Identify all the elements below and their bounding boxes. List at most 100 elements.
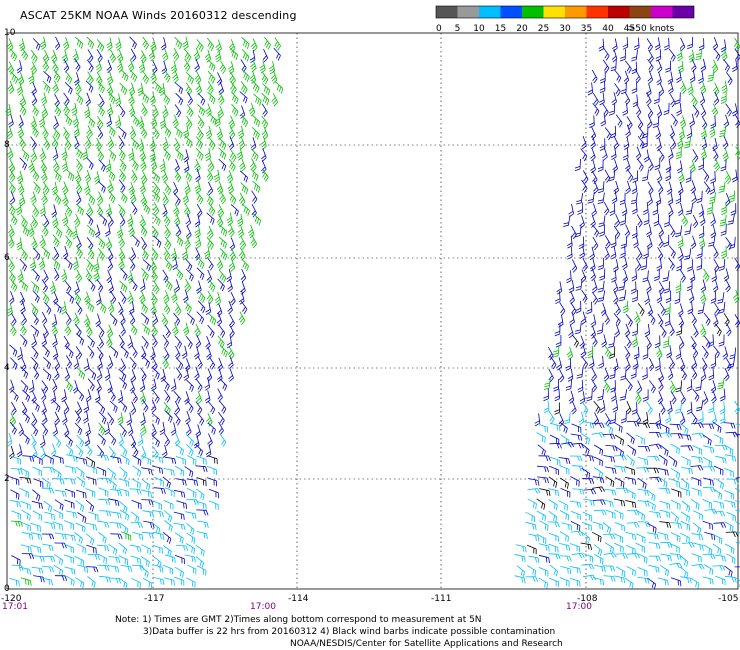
wind-barb: [9, 269, 16, 284]
wind-barb: [96, 455, 110, 461]
wind-barb: [164, 520, 173, 532]
wind-barb: [720, 39, 727, 53]
wind-barb: [731, 103, 738, 117]
wind-barb: [626, 454, 635, 467]
wind-barb: [273, 47, 281, 61]
wind-barb: [204, 390, 211, 404]
wind-barb: [626, 116, 633, 130]
wind-barb: [658, 223, 664, 237]
wind-barb: [735, 521, 740, 525]
time-label: 17:01: [2, 602, 28, 612]
wind-barb: [141, 499, 154, 506]
wind-barb: [229, 148, 237, 163]
wind-barb: [229, 237, 236, 251]
wind-barb: [647, 532, 659, 540]
wind-barb: [597, 280, 605, 293]
wind-barb: [583, 488, 597, 495]
wind-barb: [19, 487, 29, 498]
wind-barb: [131, 158, 139, 171]
wind-barb: [702, 576, 714, 585]
lon-label: -114: [288, 594, 309, 604]
wind-barb: [208, 356, 216, 370]
wind-barb: [228, 368, 234, 382]
wind-barb: [659, 444, 669, 457]
wind-barb: [713, 302, 720, 316]
wind-barb: [86, 456, 96, 468]
wind-barb: [679, 434, 692, 441]
wind-barb: [143, 578, 153, 589]
wind-barb: [251, 190, 258, 204]
wind-barb: [76, 434, 85, 448]
wind-barb: [636, 214, 643, 228]
wind-barb: [52, 234, 60, 248]
wind-barb: [571, 552, 585, 559]
wind-barb: [724, 565, 733, 578]
wind-barb: [31, 236, 38, 250]
wind-barb: [610, 246, 617, 260]
wind-barb: [626, 421, 640, 427]
wind-barb: [262, 48, 269, 63]
wind-barb: [703, 181, 711, 195]
wind-barb: [160, 37, 167, 51]
wind-barb: [635, 257, 642, 272]
legend-swatch: [500, 6, 522, 18]
wind-barb: [593, 456, 603, 467]
wind-barb: [138, 59, 146, 74]
wind-barb: [175, 267, 184, 281]
wind-barb: [163, 212, 171, 227]
wind-barb: [153, 81, 162, 94]
wind-barb: [614, 522, 625, 532]
wind-barb: [217, 91, 225, 106]
wind-barb: [18, 38, 26, 52]
wind-barb: [82, 410, 89, 424]
wind-barb: [218, 412, 225, 426]
legend-swatch: [629, 6, 651, 18]
wind-barb: [128, 181, 135, 196]
wind-barb: [559, 477, 569, 489]
wind-barb: [5, 103, 12, 117]
wind-barb: [632, 323, 638, 336]
wind-barb: [129, 257, 136, 271]
wind-barb: [72, 49, 79, 63]
wind-barb: [646, 455, 660, 462]
wind-barb: [670, 499, 681, 510]
wind-barb: [96, 346, 104, 360]
wind-barb: [633, 235, 639, 249]
wind-barb: [681, 456, 691, 467]
wind-barb: [106, 59, 112, 74]
wind-barb: [559, 510, 570, 521]
wind-barb: [614, 69, 622, 83]
wind-barb: [603, 575, 616, 582]
legend-swatch: [543, 6, 565, 18]
wind-barb: [691, 563, 705, 570]
wind-barb: [150, 157, 158, 172]
wind-barb: [19, 477, 32, 484]
wind-barb: [41, 533, 55, 540]
wind-barb: [631, 81, 638, 94]
wind-barb: [637, 477, 647, 490]
wind-barb: [602, 103, 609, 117]
wind-barb: [637, 567, 648, 577]
wind-barb: [538, 543, 550, 552]
wind-barb: [87, 115, 96, 128]
wind-barb: [712, 534, 723, 545]
wind-barb: [110, 290, 117, 304]
wind-barb: [528, 555, 540, 564]
wind-barb: [690, 411, 698, 425]
wind-barb: [228, 115, 235, 129]
wind-barb: [32, 290, 40, 303]
wind-barb: [130, 434, 137, 449]
wind-barb: [207, 433, 213, 447]
wind-barb: [560, 565, 572, 575]
wind-barb: [62, 192, 69, 207]
wind-barb: [95, 59, 102, 73]
wind-barb: [164, 258, 173, 272]
wind-barb: [552, 345, 560, 358]
wind-barb: [151, 268, 158, 282]
wind-barb: [691, 344, 699, 358]
wind-barb: [592, 476, 605, 484]
wind-barb: [196, 203, 203, 218]
wind-barb: [151, 323, 158, 337]
wind-barb: [603, 455, 615, 463]
